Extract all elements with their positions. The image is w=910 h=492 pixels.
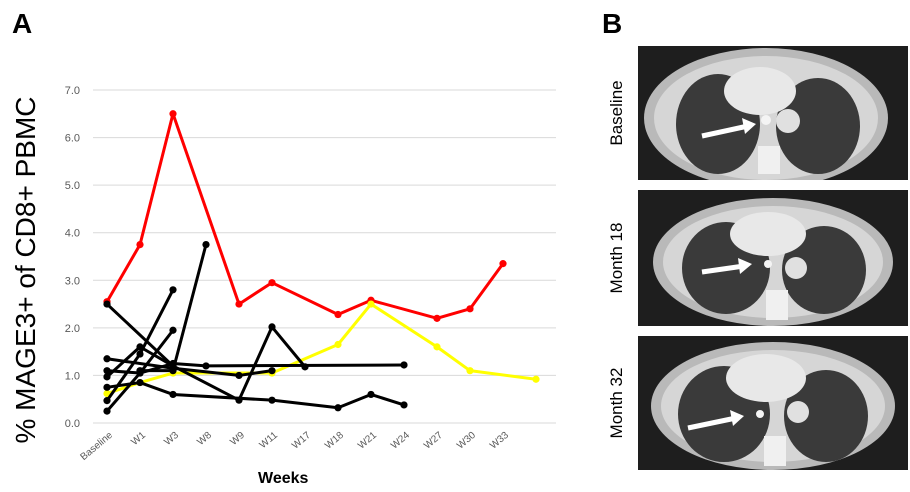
x-tick-label: W18 [323,430,346,452]
scan-label-month-32: Month 32 [607,367,626,439]
data-point [169,326,177,334]
data-point [103,407,111,415]
arrow-icon [687,415,737,431]
data-point [334,404,342,412]
x-tick-label: W11 [258,430,281,451]
data-point [235,371,243,380]
data-point [334,340,342,349]
data-point [103,397,111,405]
data-point [103,367,111,375]
data-point [466,305,474,313]
ct-scan-month-32 [638,336,908,470]
x-tick-label: W3 [162,430,181,448]
data-point [136,378,144,387]
data-point [268,323,276,331]
data-point [169,110,177,118]
x-tick-label: W21 [356,430,379,452]
data-point [268,279,276,287]
data-point [103,389,111,398]
y-tick-label: 7.0 [65,85,80,97]
data-point [103,383,111,391]
x-tick-label: W9 [228,430,247,448]
data-point [268,367,276,375]
series-line [106,381,405,410]
y-tick-label: 5.0 [65,180,80,192]
series-line [106,302,537,395]
ct-scan-month-18-image [638,190,908,326]
series-line [105,302,307,402]
ct-scan-baseline-image [638,46,908,180]
panel-a-letter: A [12,8,33,39]
data-point [136,367,144,375]
x-tick-label: W1 [129,430,148,448]
data-point [532,375,540,383]
data-point [235,300,243,308]
data-point [136,241,144,249]
data-point [367,300,375,308]
arrow-icon [701,263,745,275]
data-point [103,300,111,308]
y-tick-label: 2.0 [65,323,80,335]
arrow-icon [701,123,749,139]
y-tick-label: 4.0 [65,228,80,240]
scan-label-month-18: Month 18 [607,222,626,294]
data-point [202,241,210,249]
data-point [268,396,276,404]
data-point [367,390,375,399]
x-tick-label: W24 [389,430,412,452]
data-point [400,401,408,409]
data-point [169,286,177,294]
x-tick-label: W27 [422,430,445,452]
x-tick-label: W33 [488,430,511,452]
y-tick-label: 6.0 [65,133,80,145]
data-point [433,314,441,322]
data-point [433,343,441,351]
y-tick-label: 0.0 [65,418,80,430]
series-line [106,357,273,377]
y-tick-label: 1.0 [65,370,80,382]
ct-scan-baseline [638,46,908,180]
panel-b-letter: B [602,8,623,39]
data-point [202,362,210,370]
data-point [103,373,111,381]
data-point [103,355,111,363]
data-point [400,361,408,369]
y-tick-label: 3.0 [65,275,80,287]
x-axis-label: Weeks [258,470,309,487]
ct-scan-month-32-image [638,336,908,470]
x-tick-label: W17 [290,430,313,452]
x-tick-label: W8 [195,430,214,448]
series-line [105,112,505,320]
line-chart: 0.0 1.0 2.0 3.0 4.0 5.0 6.0 7.0 Baseline W1 W3 W8 W9… [65,85,556,463]
data-point [169,390,177,399]
data-point [466,367,474,375]
data-point [499,260,507,268]
ct-scan-month-18 [638,190,908,326]
x-tick-label: W30 [455,430,478,452]
x-tick-label: Baseline [78,430,115,463]
data-point [334,310,342,319]
data-point [169,367,177,375]
data-point [136,350,144,358]
scan-label-baseline: Baseline [607,80,626,146]
